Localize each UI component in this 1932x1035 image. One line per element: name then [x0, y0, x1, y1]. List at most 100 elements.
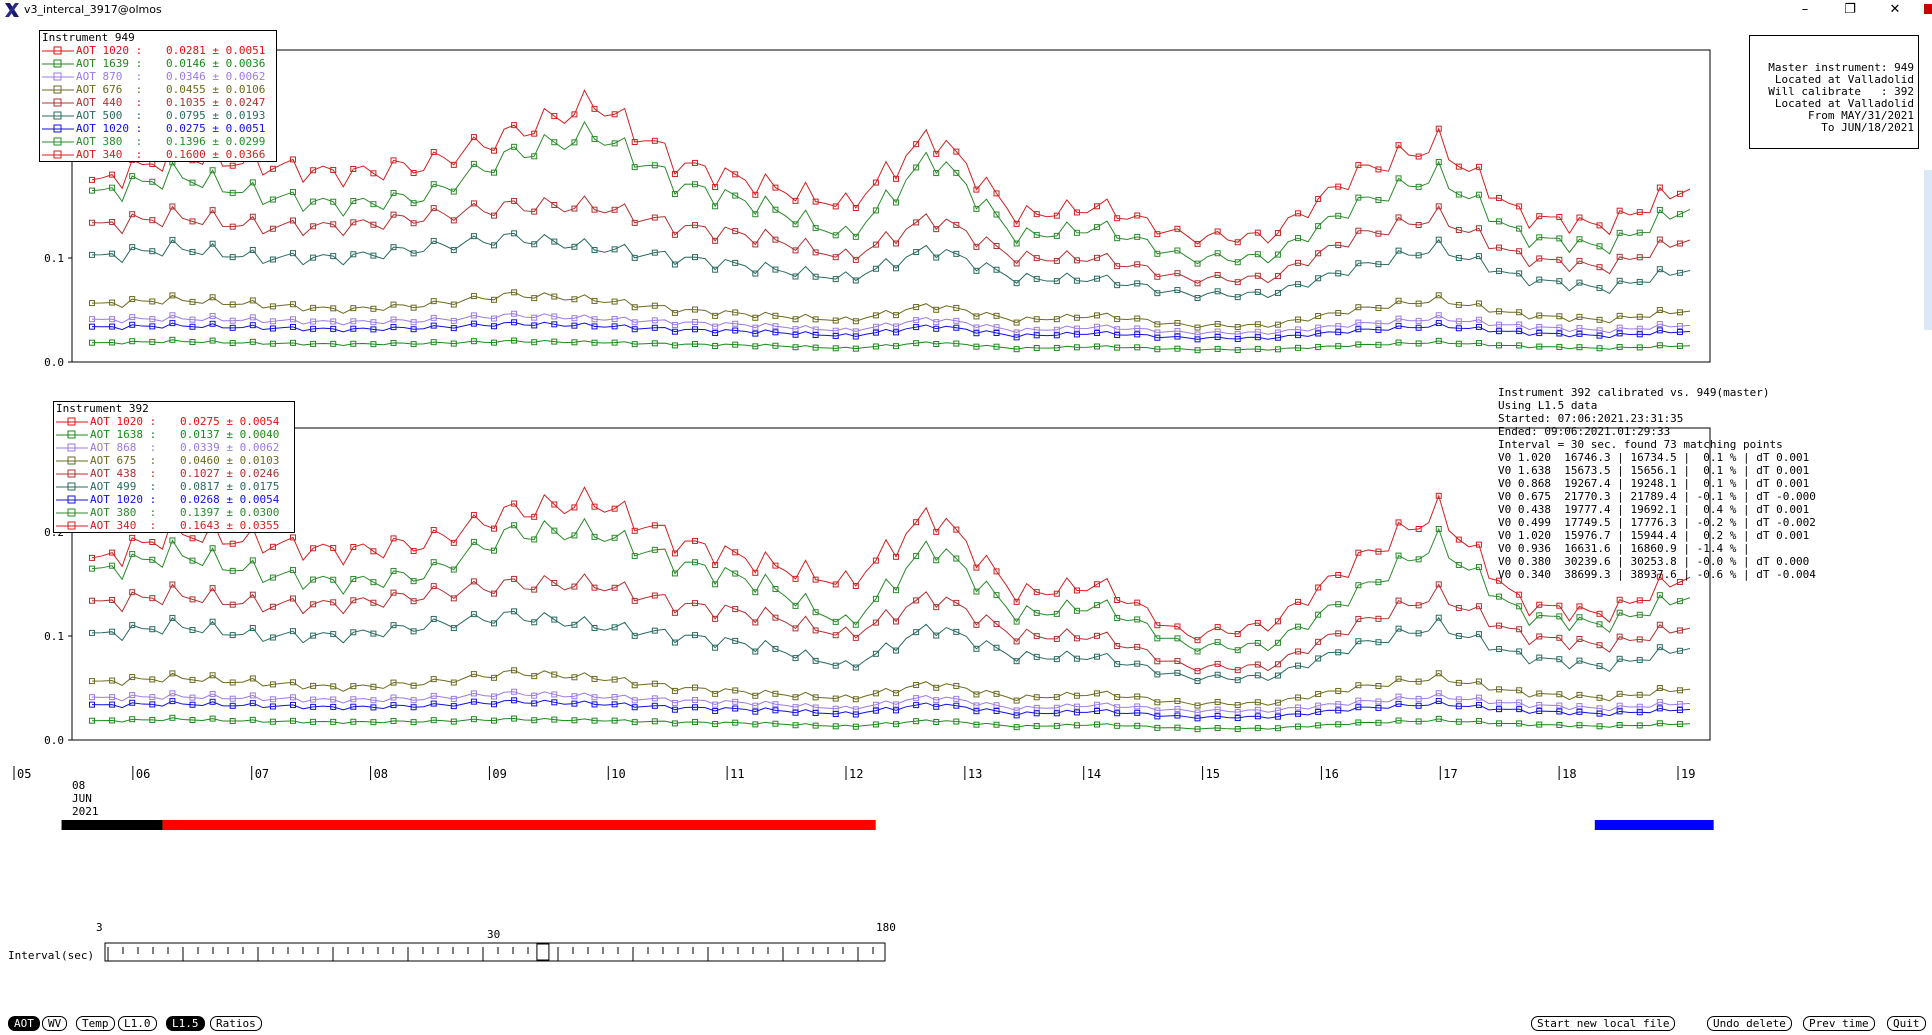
legend-series-name: AOT 500 : — [76, 109, 143, 122]
data-point — [89, 251, 95, 258]
data-point — [752, 330, 759, 337]
data-point — [1496, 686, 1503, 693]
interval-slider[interactable] — [104, 940, 886, 964]
data-point — [692, 632, 699, 639]
data-point — [1114, 326, 1121, 333]
data-point — [752, 324, 759, 331]
data-point — [189, 339, 196, 346]
mode-button-aot[interactable]: AOT — [8, 1016, 40, 1031]
data-point — [1556, 343, 1563, 350]
data-point — [1536, 213, 1543, 220]
data-point — [149, 323, 156, 330]
mode-button-ratios[interactable]: Ratios — [210, 1016, 262, 1031]
data-point — [1033, 710, 1040, 717]
data-point — [1576, 708, 1583, 715]
close-button[interactable]: ✕ — [1889, 2, 1901, 17]
data-point — [229, 301, 236, 308]
data-point — [913, 304, 920, 311]
legend-row: AOT 380 : 0.1396 ± 0.0299 — [40, 135, 276, 148]
data-point — [551, 616, 558, 623]
data-point — [631, 527, 638, 534]
data-point — [1455, 679, 1462, 686]
x-tick-label: 12 — [849, 767, 863, 781]
data-point — [1234, 667, 1241, 674]
data-point — [350, 543, 357, 550]
calibration-info-line: V0 0.438 19777.4 | 19692.1 | 0.4 % | dT … — [1498, 503, 1810, 516]
data-point — [872, 619, 879, 626]
data-point — [1013, 724, 1020, 731]
data-point — [1596, 610, 1603, 617]
data-point — [390, 535, 397, 542]
data-point — [1214, 320, 1221, 327]
data-point — [551, 716, 558, 723]
data-point — [953, 340, 960, 347]
data-point — [1073, 722, 1080, 729]
data-point — [571, 111, 578, 118]
series-line — [91, 610, 1691, 682]
minimize-button[interactable]: – — [1801, 2, 1809, 17]
data-point — [571, 583, 578, 590]
data-point — [531, 692, 538, 699]
series-line — [91, 321, 1691, 340]
timeline-bar-red[interactable] — [162, 820, 876, 830]
data-point — [1295, 723, 1302, 730]
data-point — [1194, 702, 1201, 709]
data-point — [1053, 344, 1060, 351]
data-point — [330, 696, 337, 703]
data-point — [1415, 718, 1422, 725]
data-point — [611, 298, 618, 305]
legend-series-name: AOT 1020 : — [90, 493, 157, 506]
data-point — [752, 589, 759, 596]
data-point — [1335, 707, 1342, 714]
data-point — [1154, 713, 1161, 720]
interval-slider-track[interactable] — [104, 942, 886, 962]
action-button-undo-delete[interactable]: Undo delete — [1707, 1016, 1792, 1031]
data-point — [893, 707, 900, 714]
data-point — [1254, 699, 1261, 706]
timeline-bar-black[interactable] — [61, 820, 163, 830]
legend-series-name: AOT 1638 : — [90, 428, 157, 441]
maximize-button[interactable]: ❐ — [1844, 2, 1856, 17]
data-point — [1295, 326, 1302, 333]
data-point — [973, 330, 980, 337]
interval-slider-thumb[interactable] — [536, 943, 550, 961]
data-point — [832, 710, 839, 717]
data-point — [973, 205, 980, 212]
data-point — [531, 619, 538, 626]
data-point — [330, 599, 337, 606]
action-button-start-new-local-file[interactable]: Start new local file — [1531, 1016, 1676, 1031]
data-point — [370, 252, 377, 259]
data-point — [1335, 183, 1342, 190]
data-point — [1335, 212, 1342, 219]
data-point — [89, 323, 95, 330]
legend-series-value: 0.0455 ± 0.0106 — [166, 83, 266, 96]
data-point — [531, 586, 538, 593]
data-point — [812, 694, 819, 701]
data-point — [732, 327, 739, 334]
data-point — [933, 170, 940, 177]
data-point — [89, 597, 95, 604]
timeline-day: 08 — [72, 779, 86, 792]
data-point — [1455, 227, 1462, 234]
action-button-prev-time[interactable]: Prev time — [1803, 1016, 1875, 1031]
data-point — [671, 191, 678, 198]
data-point — [1435, 614, 1442, 621]
mode-button-wv[interactable]: WV — [42, 1016, 68, 1031]
data-point — [1516, 203, 1523, 210]
data-point — [1194, 726, 1201, 733]
action-button-quit[interactable]: Quit — [1887, 1016, 1926, 1031]
data-point — [149, 556, 156, 563]
data-point — [410, 200, 417, 207]
data-point — [310, 325, 317, 332]
data-point — [531, 153, 538, 160]
series-line — [91, 232, 1691, 299]
mode-button-temp[interactable]: Temp — [76, 1016, 115, 1031]
series-marker-icon — [42, 111, 74, 120]
data-point — [732, 192, 739, 199]
timeline-bar-blue[interactable] — [1594, 820, 1714, 830]
mode-button-l1-5[interactable]: L1.5 — [166, 1016, 205, 1031]
mode-button-l1-0[interactable]: L1.0 — [118, 1016, 157, 1031]
data-point — [491, 701, 498, 708]
data-point — [852, 205, 859, 212]
data-point — [772, 312, 779, 319]
